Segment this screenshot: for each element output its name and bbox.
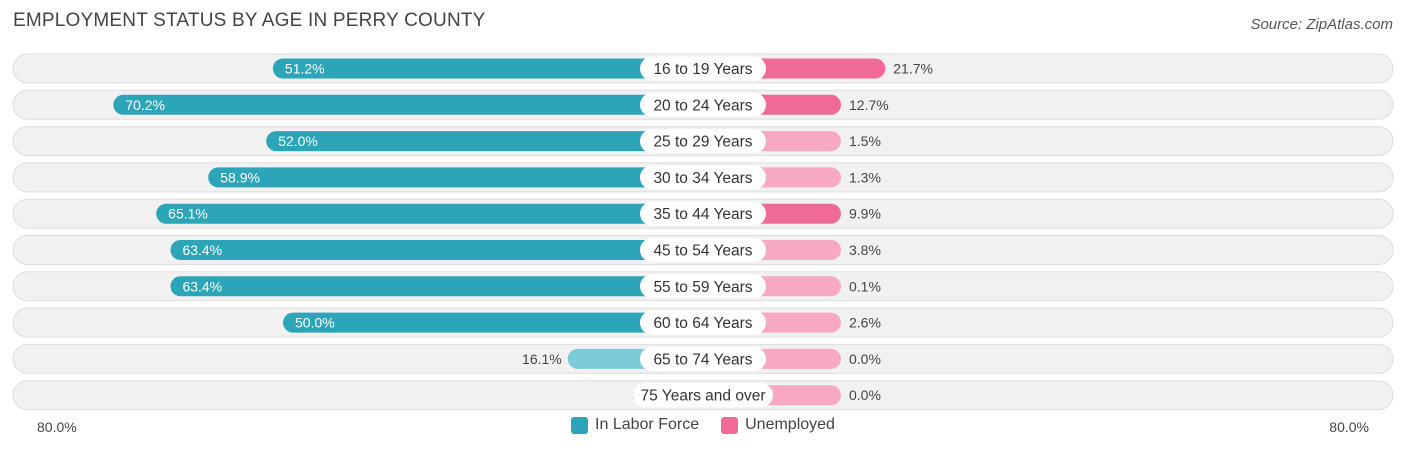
data-label-labor-force: 63.4%	[182, 242, 222, 258]
category-label: 60 to 64 Years	[653, 315, 752, 332]
bar-labor-force	[170, 240, 703, 260]
category-pill	[640, 56, 766, 81]
category-pill	[640, 238, 766, 262]
data-label-unemployed: 12.7%	[849, 97, 889, 113]
category-pill	[640, 346, 766, 371]
legend-label-unemployed: Unemployed	[745, 416, 835, 433]
legend-label-labor-force: In Labor Force	[595, 416, 700, 433]
data-label-labor-force: 65.1%	[168, 206, 208, 222]
category-pill	[640, 310, 766, 335]
data-label-labor-force: 63.4%	[182, 278, 222, 294]
bar-labor-force	[156, 203, 703, 224]
category-label: 25 to 29 Years	[653, 134, 752, 151]
category-label: 16 to 19 Years	[653, 61, 752, 78]
category-label: 30 to 34 Years	[653, 170, 752, 187]
data-label-unemployed: 9.9%	[849, 206, 881, 222]
chart-title: EMPLOYMENT STATUS BY AGE IN PERRY COUNTY	[13, 10, 486, 31]
bar-labor-force	[283, 312, 703, 333]
data-label-unemployed: 0.1%	[849, 278, 881, 294]
bar-labor-force	[266, 131, 703, 152]
data-label-labor-force: 52.0%	[278, 133, 318, 149]
axis-label-right: 80.0%	[1329, 419, 1369, 435]
legend-swatch-unemployed	[721, 416, 739, 434]
bar-labor-force	[170, 276, 703, 297]
data-label-unemployed: 2.6%	[849, 315, 881, 331]
data-label-labor-force: 51.2%	[285, 61, 325, 77]
axis-label-left: 80.0%	[37, 419, 77, 435]
bar-labor-force	[208, 167, 704, 188]
data-label-labor-force: 58.9%	[220, 169, 260, 185]
data-label-labor-force: 16.1%	[522, 351, 562, 367]
data-label-unemployed: 0.0%	[849, 351, 881, 367]
category-pill	[640, 274, 766, 299]
category-label: 45 to 54 Years	[653, 243, 752, 260]
legend-item-labor-force: In Labor Force	[571, 416, 699, 434]
category-label: 35 to 44 Years	[653, 206, 752, 223]
data-label-labor-force: 70.2%	[125, 97, 165, 113]
category-pill	[640, 165, 766, 190]
category-pill	[633, 383, 773, 408]
data-label-unemployed: 1.3%	[849, 169, 881, 185]
category-label: 65 to 74 Years	[653, 351, 752, 368]
bar-labor-force	[113, 94, 703, 115]
data-label-unemployed: 3.8%	[849, 242, 881, 258]
chart-legend: In Labor Force Unemployed	[0, 416, 1406, 434]
bar-labor-force	[272, 58, 703, 79]
category-pill	[640, 92, 766, 117]
data-label-unemployed: 0.0%	[849, 387, 881, 403]
category-pill	[640, 129, 766, 154]
data-label-unemployed: 1.5%	[849, 133, 881, 149]
category-label: 75 Years and over	[641, 388, 766, 405]
legend-swatch-labor-force	[571, 416, 589, 434]
data-label-labor-force: 50.0%	[295, 315, 335, 331]
category-label: 20 to 24 Years	[653, 97, 752, 114]
data-label-unemployed: 21.7%	[893, 61, 933, 77]
category-pill	[640, 201, 766, 226]
chart-source: Source: ZipAtlas.com	[1250, 16, 1393, 33]
category-label: 55 to 59 Years	[653, 279, 752, 296]
legend-item-unemployed: Unemployed	[721, 416, 835, 434]
